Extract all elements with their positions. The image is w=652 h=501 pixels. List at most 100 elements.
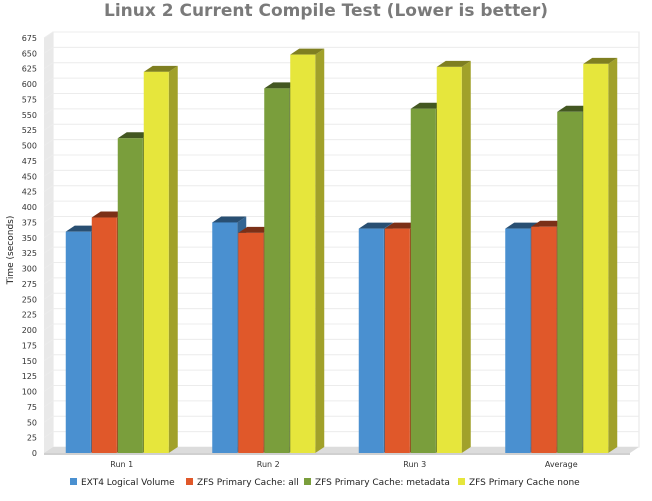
bar-top	[557, 105, 592, 112]
bar-side	[168, 65, 178, 453]
x-tick-label: Run 3	[403, 460, 426, 469]
grid-line-side	[43, 308, 54, 316]
bar	[436, 66, 462, 453]
chart-side-wall	[44, 32, 53, 453]
bar-top	[143, 65, 178, 72]
legend-swatch	[186, 478, 193, 485]
y-tick-label: 125	[22, 372, 37, 381]
bar-top	[531, 220, 566, 227]
grid-line-side	[43, 277, 54, 285]
y-tick-label: 600	[22, 80, 37, 89]
bar	[505, 228, 531, 453]
x-tick-label: Run 1	[110, 460, 133, 469]
legend-swatch	[70, 478, 77, 485]
grid-line-side	[43, 385, 54, 392]
bar-top	[91, 211, 126, 218]
grid-line-side	[43, 169, 54, 177]
bar-top	[290, 48, 325, 55]
grid-line-side	[43, 185, 54, 193]
y-tick-label: 100	[22, 388, 37, 397]
y-tick-label: 275	[22, 280, 37, 289]
grid-line-side	[43, 354, 54, 362]
y-tick-label: 500	[22, 142, 37, 151]
bar-top	[505, 222, 540, 229]
bar-top	[117, 132, 152, 139]
y-tick-label: 250	[22, 295, 37, 304]
y-tick-label: 450	[22, 172, 37, 181]
y-tick-label: 175	[22, 341, 37, 350]
grid-line-side	[43, 415, 54, 423]
bar-top	[436, 60, 471, 67]
bar	[238, 232, 264, 453]
y-tick-label: 625	[22, 65, 37, 74]
bar-top	[358, 222, 393, 229]
y-tick-label: 550	[22, 111, 37, 120]
y-tick-label: 400	[22, 203, 37, 212]
y-tick-label: 225	[22, 311, 37, 320]
grid-line-side	[43, 200, 54, 208]
bar	[410, 108, 436, 453]
bar	[583, 63, 609, 453]
bar	[212, 222, 238, 453]
x-tick-label: Run 2	[257, 460, 280, 469]
bar-top	[583, 57, 618, 64]
bars	[65, 48, 618, 454]
grid-line-side	[43, 400, 54, 408]
grid-line-side	[43, 139, 54, 147]
y-tick-label: 325	[22, 249, 37, 258]
y-tick-label: 150	[22, 357, 37, 366]
y-tick-label: 75	[27, 403, 37, 412]
chart-floor	[44, 447, 639, 453]
bar	[290, 54, 316, 453]
bar-top	[212, 216, 247, 223]
grid-line-side	[43, 231, 54, 239]
grid-line-side	[43, 431, 54, 439]
bar	[384, 228, 410, 453]
legend-label: EXT4 Logical Volume	[81, 478, 175, 488]
grid-line-side	[43, 216, 54, 223]
y-tick-label: 300	[22, 265, 37, 274]
bar-side	[608, 57, 618, 453]
bar	[264, 88, 290, 453]
legend: EXT4 Logical Volume ZFS Primary Cache: al…	[70, 478, 580, 488]
bar	[91, 217, 117, 453]
y-axis-label: Time (seconds)	[6, 216, 16, 286]
grid-line-side	[43, 46, 54, 54]
grid-line-side	[43, 262, 54, 269]
grid-line-side	[43, 123, 54, 131]
y-tick-label: 25	[27, 434, 37, 443]
y-tick-label: 50	[27, 418, 37, 427]
axis-labels: 0 25 50 75 100 125 150 175 200 225 250 275 300 325 350…	[22, 34, 578, 469]
bar	[358, 228, 384, 453]
legend-swatch	[304, 478, 311, 485]
y-tick-label: 350	[22, 234, 37, 243]
legend-label: ZFS Primary Cache: metadata	[315, 478, 450, 488]
bar-top	[264, 82, 299, 89]
y-tick-label: 375	[22, 218, 37, 227]
bar-side	[315, 48, 325, 453]
chart-title: Linux 2 Current Compile Test (Lower is b…	[104, 1, 548, 21]
bar-side	[461, 60, 471, 453]
grid-line-side	[43, 154, 54, 162]
legend-swatch	[458, 478, 465, 485]
grid-line-side	[43, 77, 54, 85]
y-tick-label: 425	[22, 188, 37, 197]
y-tick-label: 0	[32, 449, 37, 458]
y-tick-label: 475	[22, 157, 37, 166]
y-tick-label: 650	[22, 49, 37, 58]
legend-label: ZFS Primary Cache none	[469, 478, 580, 488]
grid-line-side	[43, 292, 54, 300]
bar-top	[384, 222, 419, 229]
bar	[65, 231, 91, 453]
grid-line-side	[43, 31, 54, 39]
bar	[143, 71, 169, 453]
bar	[117, 138, 143, 453]
bar-top	[238, 226, 273, 233]
grid-line-side	[43, 93, 54, 100]
bar	[557, 111, 583, 454]
grid-line-side	[43, 338, 54, 346]
y-tick-label: 675	[22, 34, 37, 43]
y-tick-label: 575	[22, 95, 37, 104]
